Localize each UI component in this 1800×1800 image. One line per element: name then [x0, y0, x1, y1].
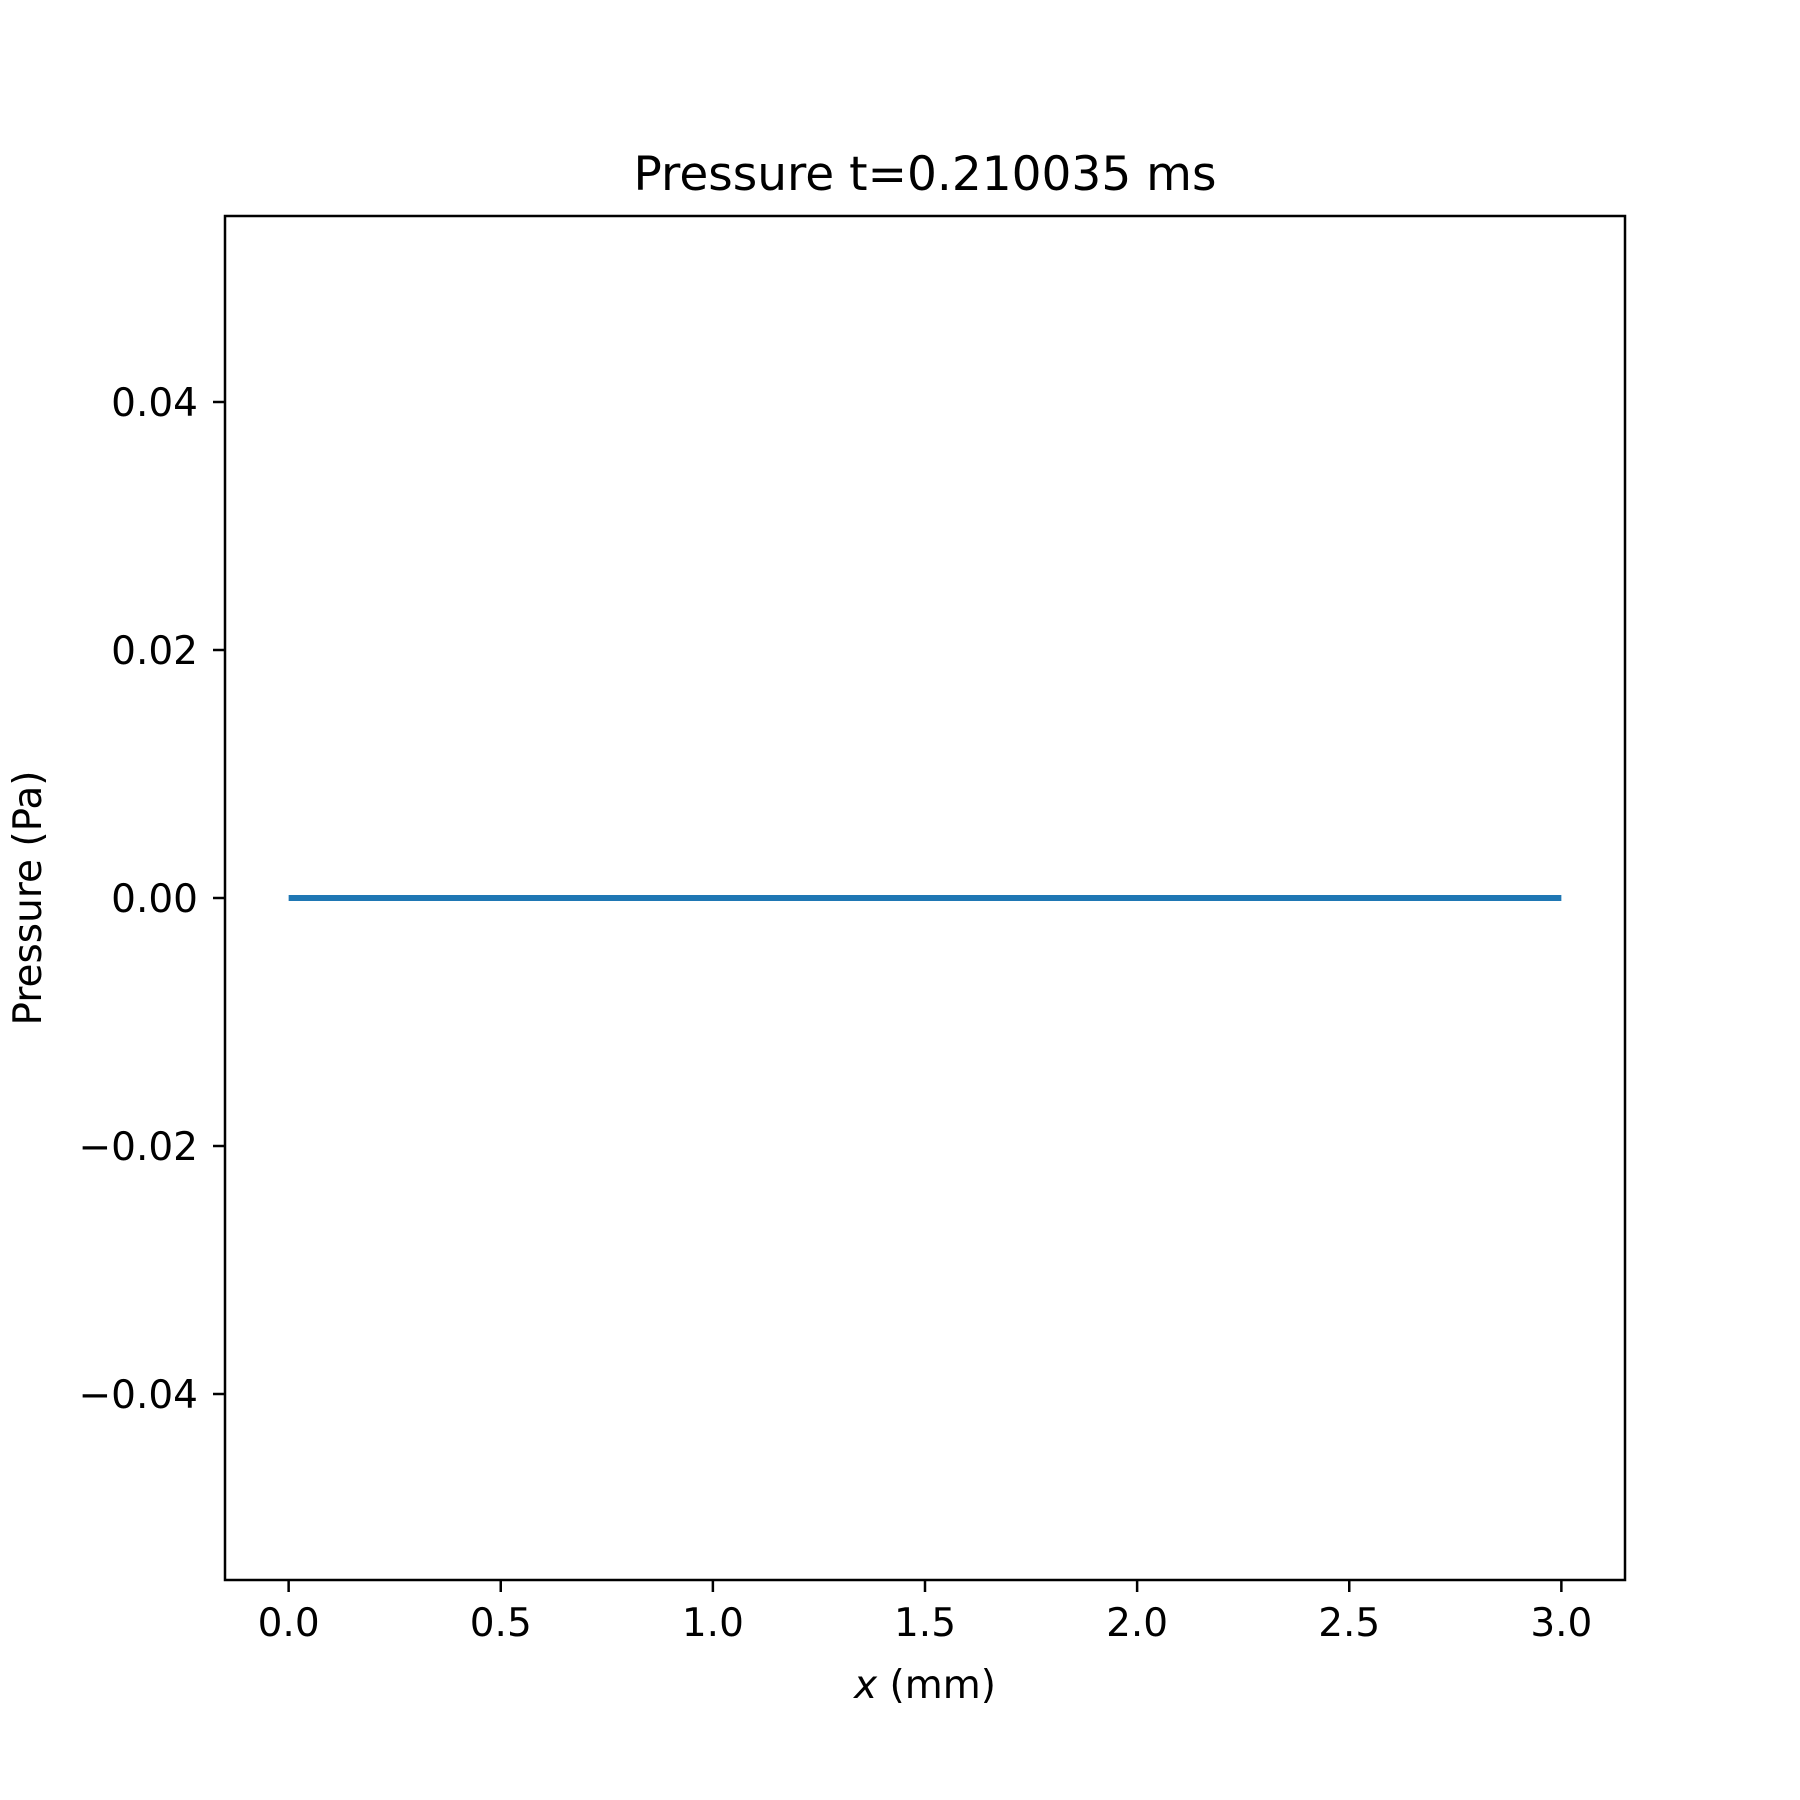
chart-title: Pressure t=0.210035 ms [634, 147, 1217, 202]
y-tick-label: 0.00 [111, 877, 198, 922]
x-tick-label: 1.5 [894, 1601, 956, 1646]
x-axis-unit: (mm) [877, 1663, 996, 1708]
x-tick-label: 1.0 [682, 1601, 744, 1646]
x-tick-label: 0.0 [258, 1601, 320, 1646]
x-tick-label: 2.5 [1318, 1601, 1380, 1646]
y-tick-label: 0.02 [111, 629, 198, 674]
x-axis-variable: x [852, 1663, 878, 1708]
x-axis-label: x (mm) [852, 1663, 996, 1708]
x-tick-label: 0.5 [470, 1601, 532, 1646]
x-tick-label: 3.0 [1530, 1601, 1592, 1646]
y-axis-label: Pressure (Pa) [6, 770, 51, 1025]
y-tick-label: −0.02 [78, 1125, 198, 1170]
y-tick-label: −0.04 [78, 1373, 198, 1418]
x-tick-label: 2.0 [1106, 1601, 1168, 1646]
y-axis-ticks: −0.04 −0.02 0.00 0.02 0.04 [78, 381, 225, 1418]
x-axis-ticks: 0.0 0.5 1.0 1.5 2.0 2.5 3.0 [258, 1580, 1592, 1646]
y-tick-label: 0.04 [111, 381, 198, 426]
